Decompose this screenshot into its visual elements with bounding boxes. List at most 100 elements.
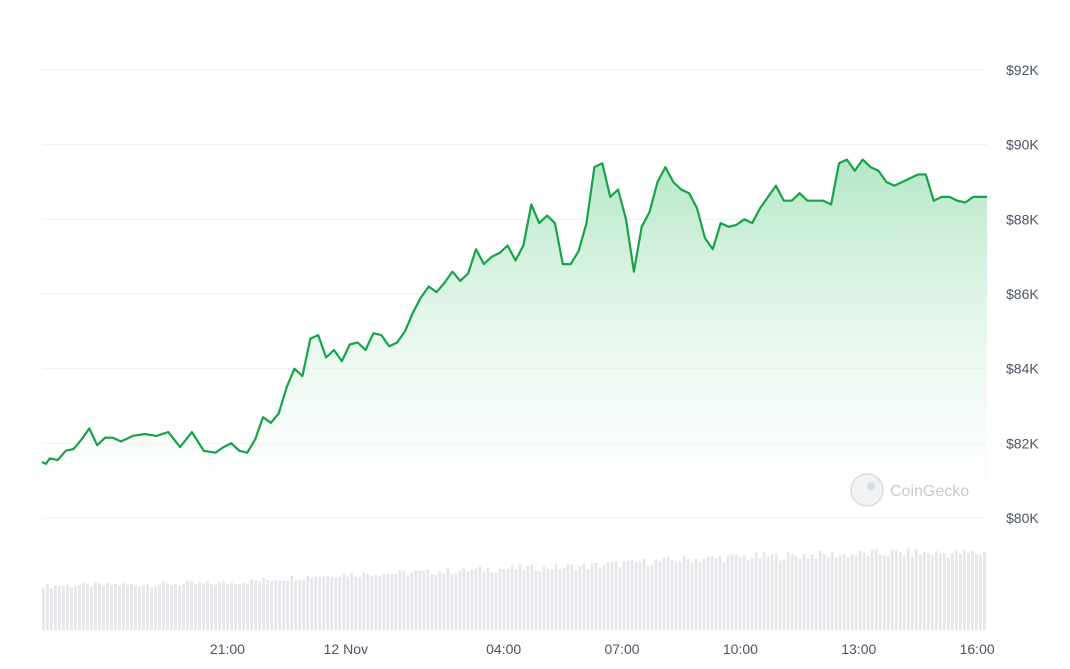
volume-bar — [382, 574, 386, 630]
volume-bar — [94, 582, 97, 630]
volume-bar — [610, 562, 614, 630]
volume-bar — [558, 568, 562, 630]
volume-bar — [310, 578, 314, 630]
volume-bar — [250, 579, 254, 630]
watermark-text: CoinGecko — [890, 483, 969, 500]
volume-bar — [574, 570, 578, 630]
volume-bar — [338, 576, 342, 630]
volume-bar — [854, 555, 858, 630]
volume-bar — [126, 584, 129, 630]
volume-bar — [550, 569, 554, 630]
volume-bar — [950, 553, 954, 630]
volume-bar — [834, 557, 838, 630]
y-tick-label: $90K — [1006, 137, 1039, 153]
volume-bar — [866, 556, 870, 630]
volume-bar — [486, 568, 490, 630]
volume-bar — [514, 569, 518, 630]
volume-bar — [446, 568, 450, 630]
y-tick-label: $86K — [1006, 286, 1039, 302]
volume-bar — [218, 581, 221, 630]
volume-bar — [318, 577, 322, 630]
volume-bar — [830, 552, 834, 630]
volume-bar — [702, 559, 706, 630]
volume-bar — [814, 558, 818, 630]
volume-bar — [438, 571, 442, 630]
y-tick-label: $84K — [1006, 361, 1039, 377]
volume-bar — [566, 564, 570, 630]
volume-bar — [238, 584, 242, 630]
volume-bar — [286, 580, 290, 630]
volume-bar — [586, 569, 590, 630]
volume-bar — [454, 573, 458, 630]
volume-bar — [378, 576, 382, 630]
volume-bar — [850, 554, 854, 630]
volume-bar — [178, 585, 181, 630]
volume-bar — [970, 550, 974, 630]
volume-bar — [646, 565, 650, 630]
volume-bar — [638, 562, 642, 630]
volume-bar — [570, 564, 574, 630]
volume-bar — [826, 556, 830, 630]
volume-bar — [578, 566, 582, 630]
volume-bar — [766, 556, 770, 630]
volume-bar — [922, 551, 926, 630]
volume-bar — [146, 584, 149, 630]
volume-bar — [746, 559, 750, 630]
y-tick-label: $92K — [1006, 62, 1039, 78]
volume-bar — [958, 554, 962, 630]
volume-bar — [642, 558, 646, 630]
x-tick-label: 21:00 — [210, 641, 245, 657]
volume-bar — [538, 571, 542, 630]
volume-bar — [442, 573, 446, 630]
volume-bar — [498, 568, 502, 630]
volume-bar — [330, 577, 334, 630]
volume-bar — [282, 580, 286, 630]
volume-bar — [362, 572, 366, 630]
volume-bar — [650, 565, 654, 630]
gecko-logo-icon — [850, 473, 884, 507]
volume-bar — [206, 580, 209, 630]
volume-bar — [886, 556, 890, 630]
x-tick-label: 10:00 — [723, 641, 758, 657]
volume-bar — [186, 581, 189, 630]
volume-bar — [706, 556, 710, 630]
volume-bar — [326, 575, 330, 630]
volume-bar — [110, 585, 113, 630]
volume-bar — [278, 580, 282, 630]
volume-bar — [906, 548, 910, 630]
volume-bar — [82, 582, 85, 630]
volume-bar — [226, 584, 229, 630]
volume-bar — [234, 584, 238, 630]
volume-bar — [426, 569, 430, 630]
volume-bar — [462, 567, 466, 630]
volume-bar — [966, 552, 970, 630]
volume-bar — [946, 557, 950, 630]
volume-bar — [802, 554, 806, 630]
volume-bar — [842, 553, 846, 630]
volume-bar — [162, 581, 165, 630]
volume-bar — [902, 555, 906, 630]
volume-bar — [682, 556, 686, 630]
volume-bar — [762, 552, 766, 630]
volume-bar — [942, 553, 946, 630]
volume-bar — [562, 567, 566, 630]
volume-bar — [266, 579, 270, 630]
volume-bar — [394, 573, 398, 630]
volume-bar — [782, 559, 786, 630]
volume-bar — [602, 565, 606, 630]
volume-bar — [86, 583, 89, 630]
volume-bar — [402, 570, 406, 630]
x-tick-label: 07:00 — [604, 641, 639, 657]
volume-bar — [410, 572, 414, 630]
volume-bar — [190, 581, 193, 630]
volume-bar — [166, 582, 169, 630]
volume-bar — [122, 583, 125, 630]
volume-bar — [422, 570, 426, 630]
y-tick-label: $80K — [1006, 510, 1039, 526]
volume-bar — [46, 583, 49, 630]
volume-bar — [910, 556, 914, 630]
volume-bar — [530, 564, 534, 630]
volume-bar — [118, 585, 121, 630]
volume-bar — [106, 582, 109, 630]
